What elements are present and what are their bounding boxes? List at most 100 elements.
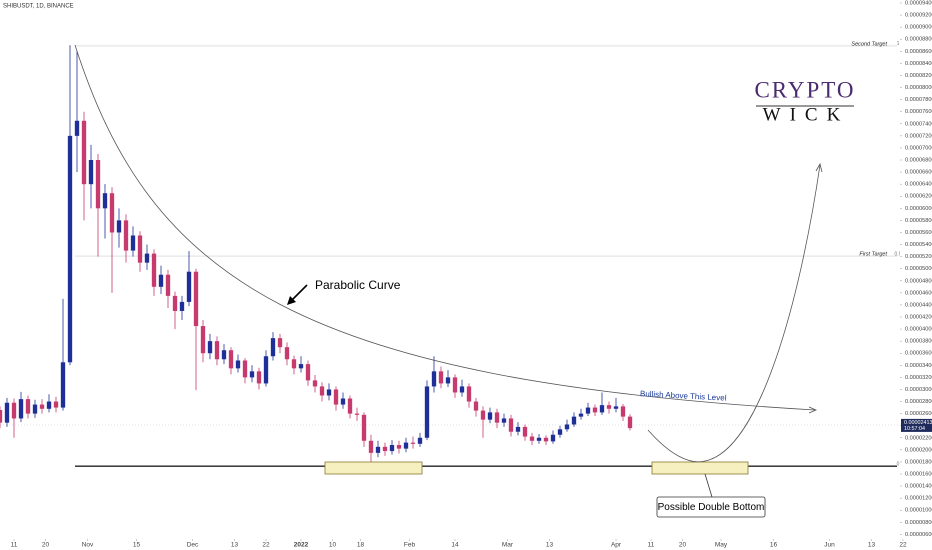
- y-tick-label: 0.00004600: [905, 290, 932, 296]
- x-tick-label: 22: [262, 542, 270, 549]
- candle-body: [298, 364, 304, 369]
- callout-box: [656, 496, 766, 518]
- candle-body: [88, 160, 94, 185]
- candle-body: [200, 326, 206, 354]
- y-tick-label: 0.00003800: [905, 339, 932, 345]
- candle-body: [592, 407, 598, 413]
- candle-body: [25, 399, 31, 414]
- x-tick-label: 16: [770, 542, 778, 549]
- arrow: [290, 284, 308, 302]
- candle-body: [207, 341, 213, 354]
- candle-body: [494, 412, 500, 423]
- y-tick-label: 0.00001000: [905, 508, 932, 514]
- candle-body: [438, 371, 444, 384]
- x-tick-label: 2022: [294, 542, 309, 549]
- candle-body: [186, 271, 192, 302]
- candle-body: [284, 347, 290, 360]
- y-tick-label: 0.00001600: [905, 471, 932, 477]
- candle-body: [172, 295, 178, 311]
- candle-body: [123, 220, 129, 251]
- y-tick-label: 0.00008200: [905, 73, 932, 79]
- x-tick-label: 14: [451, 542, 459, 549]
- annotations: Parabolic Curve Bullish Above This Level…: [74, 44, 855, 518]
- y-tick-label: 0.00000800: [905, 520, 932, 526]
- y-tick-label: 0.00004800: [905, 278, 932, 284]
- candle-body: [0, 409, 3, 423]
- candle-body: [536, 437, 542, 441]
- candle-body: [529, 436, 535, 441]
- candle-body: [340, 398, 346, 405]
- candle-body: [368, 440, 374, 453]
- y-tick-label: 0.00005000: [905, 266, 932, 272]
- y-tick-label: 0.00002000: [905, 447, 932, 453]
- candle-body: [277, 338, 283, 348]
- candle-body: [403, 442, 409, 449]
- last-price-box: [901, 418, 932, 432]
- level-value: 0: [897, 461, 900, 467]
- candle-body: [487, 412, 493, 420]
- x-tick-label: 15: [133, 542, 141, 549]
- x-tick-label: 20: [42, 542, 50, 549]
- candle-body: [599, 405, 605, 413]
- y-tick-label: 0.00002200: [905, 435, 932, 441]
- logo: WICK: [763, 104, 850, 125]
- y-tick-label: 0.00002600: [905, 411, 932, 417]
- levels: 1 Second Target 0.5 First Target 0: [0, 41, 902, 467]
- y-tick-label: 0.00002800: [905, 399, 932, 405]
- candle-body: [137, 235, 143, 263]
- candle-body: [116, 220, 122, 233]
- y-tick-label: 0.00007600: [905, 109, 932, 115]
- candle-body: [613, 406, 619, 409]
- level-label: Second Target: [851, 41, 887, 47]
- y-tick-label: 0.00005400: [905, 242, 932, 248]
- x-tick-label: Jun: [824, 542, 835, 549]
- candle-body: [578, 413, 584, 417]
- y-tick-label: 0.00006600: [905, 170, 932, 176]
- y-tick-label: 0.00004200: [905, 314, 932, 320]
- logo: CRYPTO: [754, 77, 855, 102]
- candle-body: [214, 341, 220, 360]
- candle-body: [193, 271, 199, 327]
- y-tick-label: 0.00001800: [905, 459, 932, 465]
- candle-body: [508, 418, 514, 432]
- candle-body: [312, 380, 318, 387]
- y-tick-label: 0.00004400: [905, 302, 932, 308]
- candle-body: [109, 193, 115, 233]
- y-tick-label: 0.00006000: [905, 206, 932, 212]
- candle-body: [424, 386, 430, 438]
- y-tick-label: 0.00000600: [905, 532, 932, 538]
- candle-body: [11, 402, 17, 419]
- x-tick-label: Apr: [611, 542, 622, 549]
- candle-body: [249, 371, 255, 378]
- candle-body: [228, 350, 234, 369]
- candle-body: [144, 253, 150, 263]
- candle-body: [53, 401, 59, 408]
- annotation: Possible Double Bottom: [658, 502, 765, 513]
- price-axis: [900, 0, 932, 540]
- x-tick-label: Mar: [502, 542, 514, 549]
- arrow-head: [808, 406, 818, 414]
- y-tick-label: 0.00005200: [905, 254, 932, 260]
- y-tick-label: 0.00008400: [905, 61, 932, 67]
- candle-body: [333, 389, 339, 405]
- x-tick-label: 13: [546, 542, 554, 549]
- support-zone: [651, 461, 749, 475]
- candle-body: [256, 371, 262, 384]
- candle-body: [354, 413, 360, 415]
- candle-body: [235, 360, 241, 369]
- candle-body: [606, 405, 612, 409]
- y-tick-label: 0.00008600: [905, 49, 932, 55]
- candle-body: [32, 404, 38, 414]
- candle-body: [46, 401, 52, 409]
- candle-body: [480, 410, 486, 420]
- candle-body: [179, 301, 185, 311]
- arrow-head: [815, 162, 823, 173]
- candle-body: [459, 386, 465, 393]
- candle-body: [389, 445, 395, 452]
- callout-line: [704, 473, 713, 498]
- axes: 0.00000600 0.00000800 0.00001000 0.00001200…: [11, 0, 932, 549]
- candle-body: [326, 389, 332, 396]
- candle-body: [39, 404, 45, 409]
